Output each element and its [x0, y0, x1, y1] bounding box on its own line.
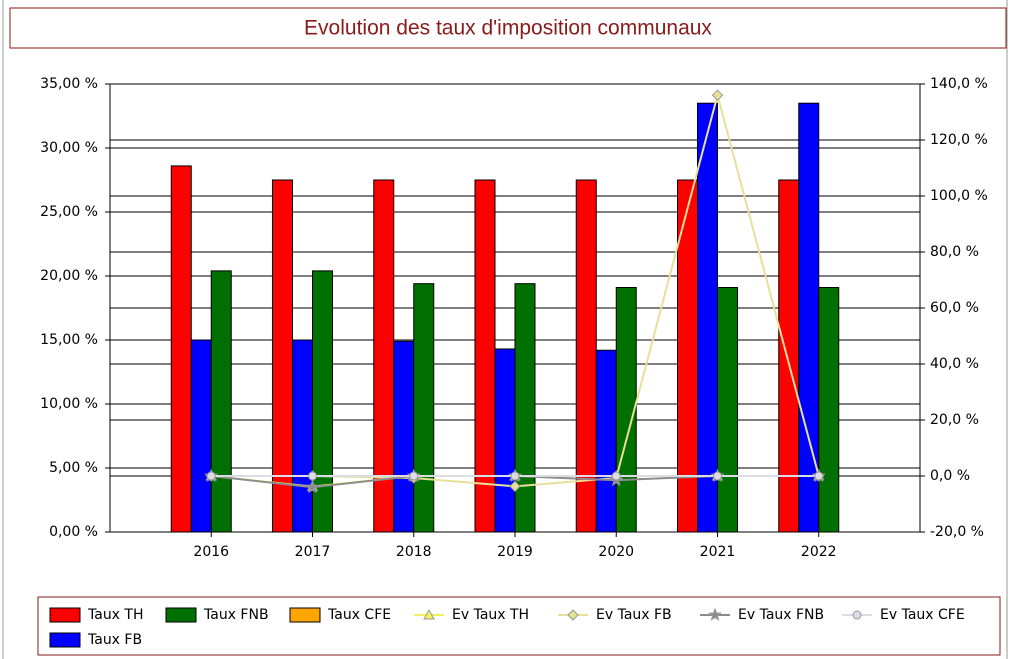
- line-marker: [510, 471, 520, 481]
- bar: [210, 270, 232, 533]
- title-box: [9, 7, 1007, 49]
- y2-tick-label: 40,0 %: [930, 356, 979, 372]
- line-marker: [567, 609, 579, 621]
- y-tick-label: 5,00 %: [49, 460, 98, 476]
- legend-label: Ev Taux TH: [452, 607, 529, 623]
- bar: [170, 165, 192, 533]
- line-marker: [611, 471, 621, 481]
- line-marker: [308, 471, 317, 481]
- line-marker: [305, 479, 320, 494]
- x-tick-label: 2016: [193, 544, 229, 560]
- legend-swatch: [49, 632, 81, 648]
- legend-label: Taux FB: [87, 632, 142, 648]
- bar: [514, 283, 536, 533]
- bar: [717, 287, 738, 533]
- legend-swatch: [289, 607, 321, 623]
- y-tick-label: 0,00 %: [49, 524, 98, 540]
- y2-tick-label: 60,0 %: [930, 300, 979, 316]
- y2-tick-label: 140,0 %: [930, 76, 988, 92]
- y2-tick-label: 0,0 %: [930, 468, 970, 484]
- bar: [494, 348, 516, 533]
- legend-label: Taux FNB: [203, 607, 269, 623]
- bar: [190, 339, 212, 533]
- x-tick-label: 2021: [700, 544, 736, 560]
- y-tick-label: 15,00 %: [40, 332, 98, 348]
- legend-label: Taux TH: [87, 607, 144, 623]
- bar: [474, 179, 496, 533]
- chart-title: Evolution des taux d'imposition communau…: [304, 17, 712, 40]
- bar: [595, 349, 617, 533]
- bar: [615, 287, 637, 533]
- line-marker: [814, 471, 824, 481]
- x-tick-label: 2020: [598, 544, 634, 560]
- line-marker: [206, 471, 216, 481]
- bar: [292, 339, 313, 533]
- line-marker: [713, 471, 722, 481]
- bar: [697, 102, 718, 533]
- legend-box: [37, 596, 1001, 656]
- line-marker: [423, 608, 435, 620]
- y2-tick-label: 120,0 %: [930, 132, 988, 148]
- y2-tick-label: -20,0 %: [930, 524, 984, 540]
- line-marker: [852, 610, 862, 620]
- x-tick-label: 2022: [801, 544, 837, 560]
- x-tick-label: 2017: [295, 544, 331, 560]
- legend-label: Ev Taux CFE: [880, 607, 965, 623]
- legend-label: Ev Taux FB: [596, 607, 672, 623]
- bar: [413, 283, 435, 533]
- y2-tick-label: 80,0 %: [930, 244, 979, 260]
- line-marker: [509, 480, 521, 493]
- legend-label: Taux CFE: [327, 607, 391, 623]
- x-tick-label: 2019: [497, 544, 533, 560]
- y-tick-label: 20,00 %: [40, 268, 98, 284]
- bar: [393, 340, 415, 533]
- legend-swatch: [165, 607, 197, 623]
- y2-tick-label: 100,0 %: [930, 188, 988, 204]
- bar: [818, 287, 840, 533]
- y2-tick-label: 20,0 %: [930, 412, 979, 428]
- bar: [272, 179, 293, 533]
- y-tick-label: 10,00 %: [40, 396, 98, 412]
- bar: [312, 270, 333, 533]
- x-tick-label: 2018: [396, 544, 432, 560]
- legend-swatch: [49, 607, 81, 623]
- bar: [778, 179, 800, 533]
- line-marker: [409, 471, 419, 481]
- line-marker: [707, 607, 723, 622]
- y-tick-label: 35,00 %: [40, 76, 98, 92]
- line-marker: [711, 89, 724, 101]
- y-tick-label: 25,00 %: [40, 204, 98, 220]
- y-tick-label: 30,00 %: [40, 140, 98, 156]
- legend-label: Ev Taux FNB: [738, 607, 824, 623]
